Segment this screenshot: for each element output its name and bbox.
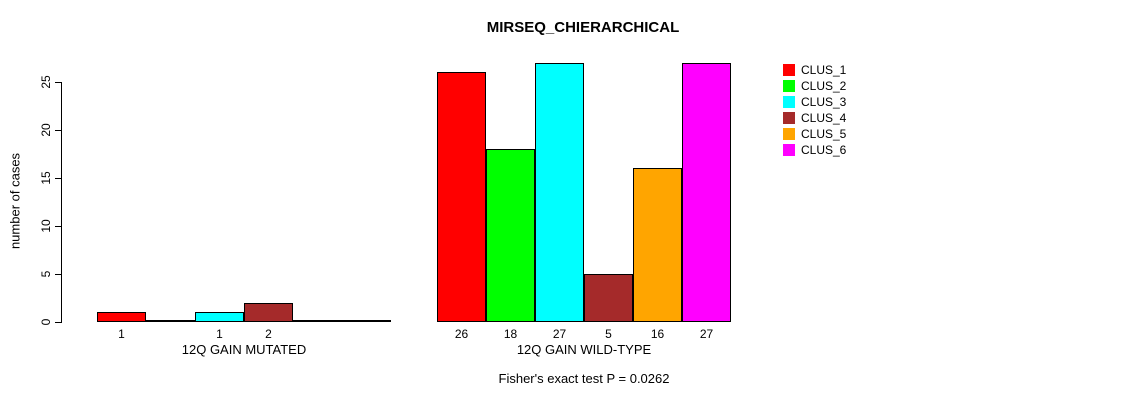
y-tick-label: 5 (39, 270, 53, 278)
chart-title: MIRSEQ_CHIERARCHICAL (486, 19, 680, 36)
legend-label: CLUS_4 (801, 111, 847, 125)
legend-swatch (783, 112, 795, 124)
bar (97, 312, 146, 322)
y-tick (55, 226, 62, 227)
zero-bar (293, 320, 342, 322)
legend: CLUS_1 CLUS_2 CLUS_3 CLUS_4 CLUS_5 CLUS_6 (783, 62, 846, 158)
footnote-text: Fisher's exact test P = 0.0262 (498, 371, 670, 386)
y-tick-label: 25 (39, 75, 53, 89)
bar (195, 312, 244, 322)
legend-label: CLUS_1 (801, 63, 847, 77)
y-tick-label: 20 (39, 123, 53, 137)
bar (535, 63, 584, 322)
bar (633, 168, 682, 322)
legend-label: CLUS_6 (801, 143, 847, 157)
legend-swatch (783, 96, 795, 108)
legend-item: CLUS_1 (783, 62, 846, 78)
y-tick-label: 15 (39, 171, 53, 185)
zero-bar (342, 320, 391, 322)
legend-swatch (783, 144, 795, 156)
bar-value-label: 5 (605, 327, 612, 341)
legend-item: CLUS_4 (783, 110, 846, 126)
y-tick (55, 130, 62, 131)
bar (682, 63, 731, 322)
y-tick (55, 274, 62, 275)
bar (584, 274, 633, 322)
y-tick (55, 178, 62, 179)
bar-value-label: 2 (265, 327, 272, 341)
bar (244, 303, 293, 322)
bar-value-label: 27 (699, 327, 714, 341)
legend-item: CLUS_5 (783, 126, 846, 142)
legend-swatch (783, 64, 795, 76)
legend-label: CLUS_5 (801, 127, 847, 141)
bar (486, 149, 535, 322)
legend-label: CLUS_3 (801, 95, 847, 109)
legend-item: CLUS_6 (783, 142, 846, 158)
legend-item: CLUS_2 (783, 78, 846, 94)
legend-swatch (783, 80, 795, 92)
group-label: 12Q GAIN WILD-TYPE (516, 342, 652, 357)
legend-item: CLUS_3 (783, 94, 846, 110)
bar-value-label: 18 (503, 327, 518, 341)
y-axis-line (61, 82, 62, 323)
y-tick (55, 322, 62, 323)
group-label: 12Q GAIN MUTATED (181, 342, 307, 357)
y-axis-label: number of cases (7, 152, 23, 250)
y-tick (55, 82, 62, 83)
legend-label: CLUS_2 (801, 79, 847, 93)
bar-value-label: 26 (454, 327, 469, 341)
y-tick-label: 10 (39, 219, 53, 233)
zero-bar (146, 320, 195, 322)
bar (437, 72, 486, 322)
bar-value-label: 1 (216, 327, 223, 341)
bar-value-label: 16 (650, 327, 665, 341)
bar-value-label: 27 (552, 327, 567, 341)
legend-swatch (783, 128, 795, 140)
y-tick-label: 0 (39, 318, 53, 326)
bar-value-label: 1 (118, 327, 125, 341)
